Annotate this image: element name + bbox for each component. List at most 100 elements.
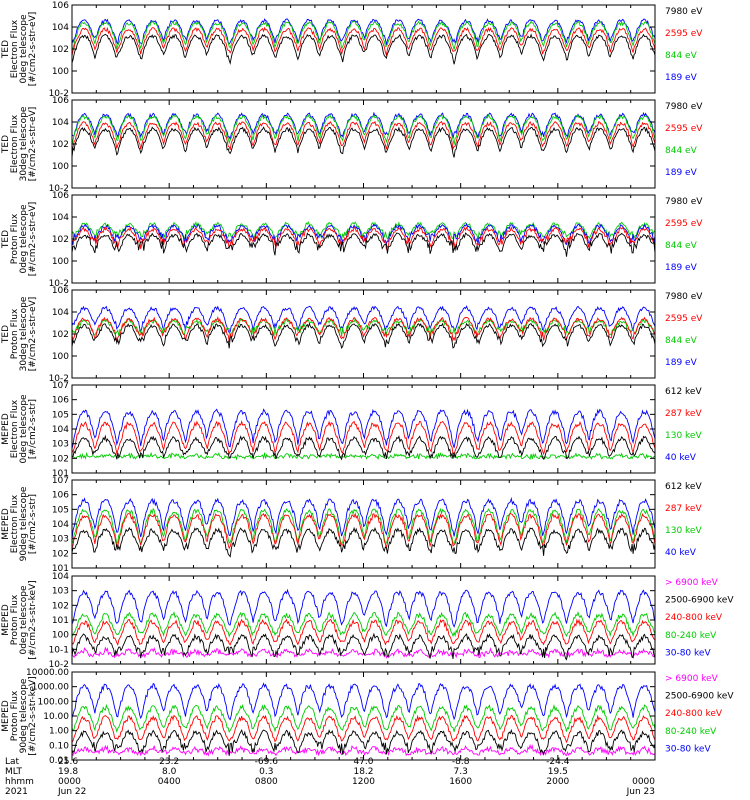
- series-line-2: [72, 703, 655, 734]
- series-line-4: [72, 33, 655, 66]
- y-tick-label: 104: [52, 572, 69, 582]
- y-tick-label: 106: [52, 491, 69, 501]
- y-axis-label-line: Proton Flux: [10, 594, 20, 645]
- legend-entry: 2500-6900 keV: [665, 692, 734, 702]
- legend-entry: 40 keV: [665, 453, 697, 463]
- x-axis-value: 0400: [158, 777, 181, 787]
- x-axis-row-label: 2021: [5, 787, 28, 797]
- x-axis-value: 47.0: [353, 757, 373, 767]
- y-axis-label-line: MEPED: [1, 700, 11, 732]
- x-axis-value: 23.2: [159, 757, 179, 767]
- y-axis-label-line: [#/cm2-s-str-keV]: [28, 580, 38, 659]
- y-tick-label: 105: [52, 410, 69, 420]
- series-line-3: [72, 618, 655, 647]
- series-line-3: [72, 120, 655, 151]
- legend-entry: 189 eV: [665, 73, 698, 83]
- y-axis-label-line: TED: [1, 40, 11, 59]
- x-axis-value: -24.4: [546, 757, 570, 767]
- y-tick-label: 104: [52, 213, 69, 223]
- legend-entry: 30-80 keV: [665, 744, 711, 754]
- legend-entry: 240-800 keV: [665, 709, 723, 719]
- y-axis-label-line: Proton Flux: [10, 690, 20, 741]
- panel-frame: [71, 384, 656, 474]
- legend-entry: 844 eV: [665, 146, 698, 156]
- x-axis-value: 1600: [449, 777, 472, 787]
- x-axis-value: -8.8: [452, 757, 470, 767]
- series-line-4: [72, 526, 655, 558]
- y-axis-label-line: 0deg telescope: [19, 585, 29, 655]
- legend-entry: 7980 eV: [665, 292, 703, 302]
- y-tick-label: 10-2: [49, 184, 69, 194]
- y-tick-label: 100: [52, 352, 69, 362]
- panel-5: 101 102 103 104 105 106 107 MEPED Electron Flux 0…: [1, 381, 702, 479]
- y-axis-label-line: 30deg telescope: [19, 296, 29, 371]
- series-line-4: [72, 743, 655, 757]
- y-axis-label-line: Electron Flux: [10, 114, 20, 173]
- y-axis-label-line: TED: [1, 230, 11, 249]
- y-tick-label: 10.00: [43, 712, 69, 722]
- legend-entry: 240-800 keV: [665, 613, 723, 623]
- y-axis-label-line: [#/cm2-s-str-eV]: [28, 12, 38, 87]
- y-axis-label-line: [#/cm2-s-str]: [28, 399, 38, 459]
- x-axis-value: 7.3: [454, 767, 468, 777]
- y-axis-label-line: [#/cm2-s-str-eV]: [28, 107, 38, 182]
- series-line-2: [72, 611, 655, 638]
- y-tick-label: 102: [52, 549, 69, 559]
- y-tick-label: 1000.00: [32, 683, 69, 693]
- y-axis-label-line: 90deg telescope: [19, 678, 29, 753]
- series-line-1: [72, 305, 655, 334]
- series-line-1: [72, 220, 655, 241]
- legend-entry: 2595 eV: [665, 29, 703, 39]
- x-axis-value: Jun 23: [626, 787, 655, 797]
- panel-3: 10-2 100 102 104 106 TED Proton Flux 0deg teles…: [1, 191, 703, 289]
- legend-entry: 2595 eV: [665, 314, 703, 324]
- x-axis-value: -69.6: [255, 757, 279, 767]
- y-tick-label: 102: [52, 601, 69, 611]
- panel-1: 10-2 100 102 104 106 TED Electron Flux 0deg tel…: [1, 1, 703, 99]
- legend-entry: 7980 eV: [665, 102, 703, 112]
- y-axis-label-line: [#/cm2-s-str-keV]: [28, 676, 38, 755]
- y-tick-label: 104: [52, 520, 69, 530]
- series-line-5: [72, 632, 655, 661]
- x-axis-value: 2000: [546, 777, 569, 787]
- y-tick-label: 102: [52, 330, 69, 340]
- x-axis-value: 19.8: [58, 767, 78, 777]
- y-tick-label: 103: [52, 440, 69, 450]
- series-line-3: [72, 226, 655, 250]
- y-axis-label-line: Proton Flux: [10, 213, 20, 264]
- x-axis-value: 0000: [58, 777, 81, 787]
- legend-entry: 80-240 keV: [665, 727, 717, 737]
- y-axis-label-line: Electron Flux: [10, 19, 20, 78]
- series-line-1: [72, 507, 655, 546]
- series-line-4: [72, 126, 655, 158]
- series-line-2: [72, 20, 655, 51]
- y-tick-label: 107: [52, 381, 69, 391]
- y-tick-label: 100.00: [38, 697, 70, 707]
- x-axis-value: 0.3: [259, 767, 273, 777]
- legend-entry: 844 eV: [665, 51, 698, 61]
- y-tick-label: 102: [52, 140, 69, 150]
- y-axis-label-line: Electron Flux: [10, 494, 20, 553]
- y-axis-label-line: [#/cm2-s-str]: [28, 494, 38, 554]
- legend-entry: 612 keV: [665, 482, 702, 492]
- y-tick-label: 10-2: [49, 374, 69, 384]
- legend-entry: 30-80 keV: [665, 648, 711, 658]
- x-axis-value: 0800: [255, 777, 278, 787]
- panel-frame: [71, 671, 656, 761]
- y-tick-label: 10000.00: [26, 668, 69, 678]
- legend-entry: 287 keV: [665, 504, 702, 514]
- legend-entry: 2500-6900 keV: [665, 596, 734, 606]
- legend-entry: 844 eV: [665, 241, 698, 251]
- panel-7: 10-2 10-1 100 101 102 103 104 MEPED Proton Flux 0…: [1, 572, 734, 670]
- y-tick-label: 10-1: [49, 645, 69, 655]
- y-tick-label: 102: [52, 45, 69, 55]
- series-line-4: [72, 232, 655, 257]
- y-tick-label: 101: [52, 616, 69, 626]
- series-line-2: [72, 113, 655, 146]
- panel-2: 10-2 100 102 104 106 TED Electron Flux 30deg te…: [1, 96, 703, 194]
- y-tick-label: 106: [52, 191, 69, 201]
- legend-entry: 189 eV: [665, 168, 698, 178]
- y-tick-label: 104: [52, 425, 69, 435]
- panel-6: 101 102 103 104 105 106 107 MEPED Electron Flux 9…: [1, 476, 702, 574]
- x-axis-value: 18.2: [353, 767, 373, 777]
